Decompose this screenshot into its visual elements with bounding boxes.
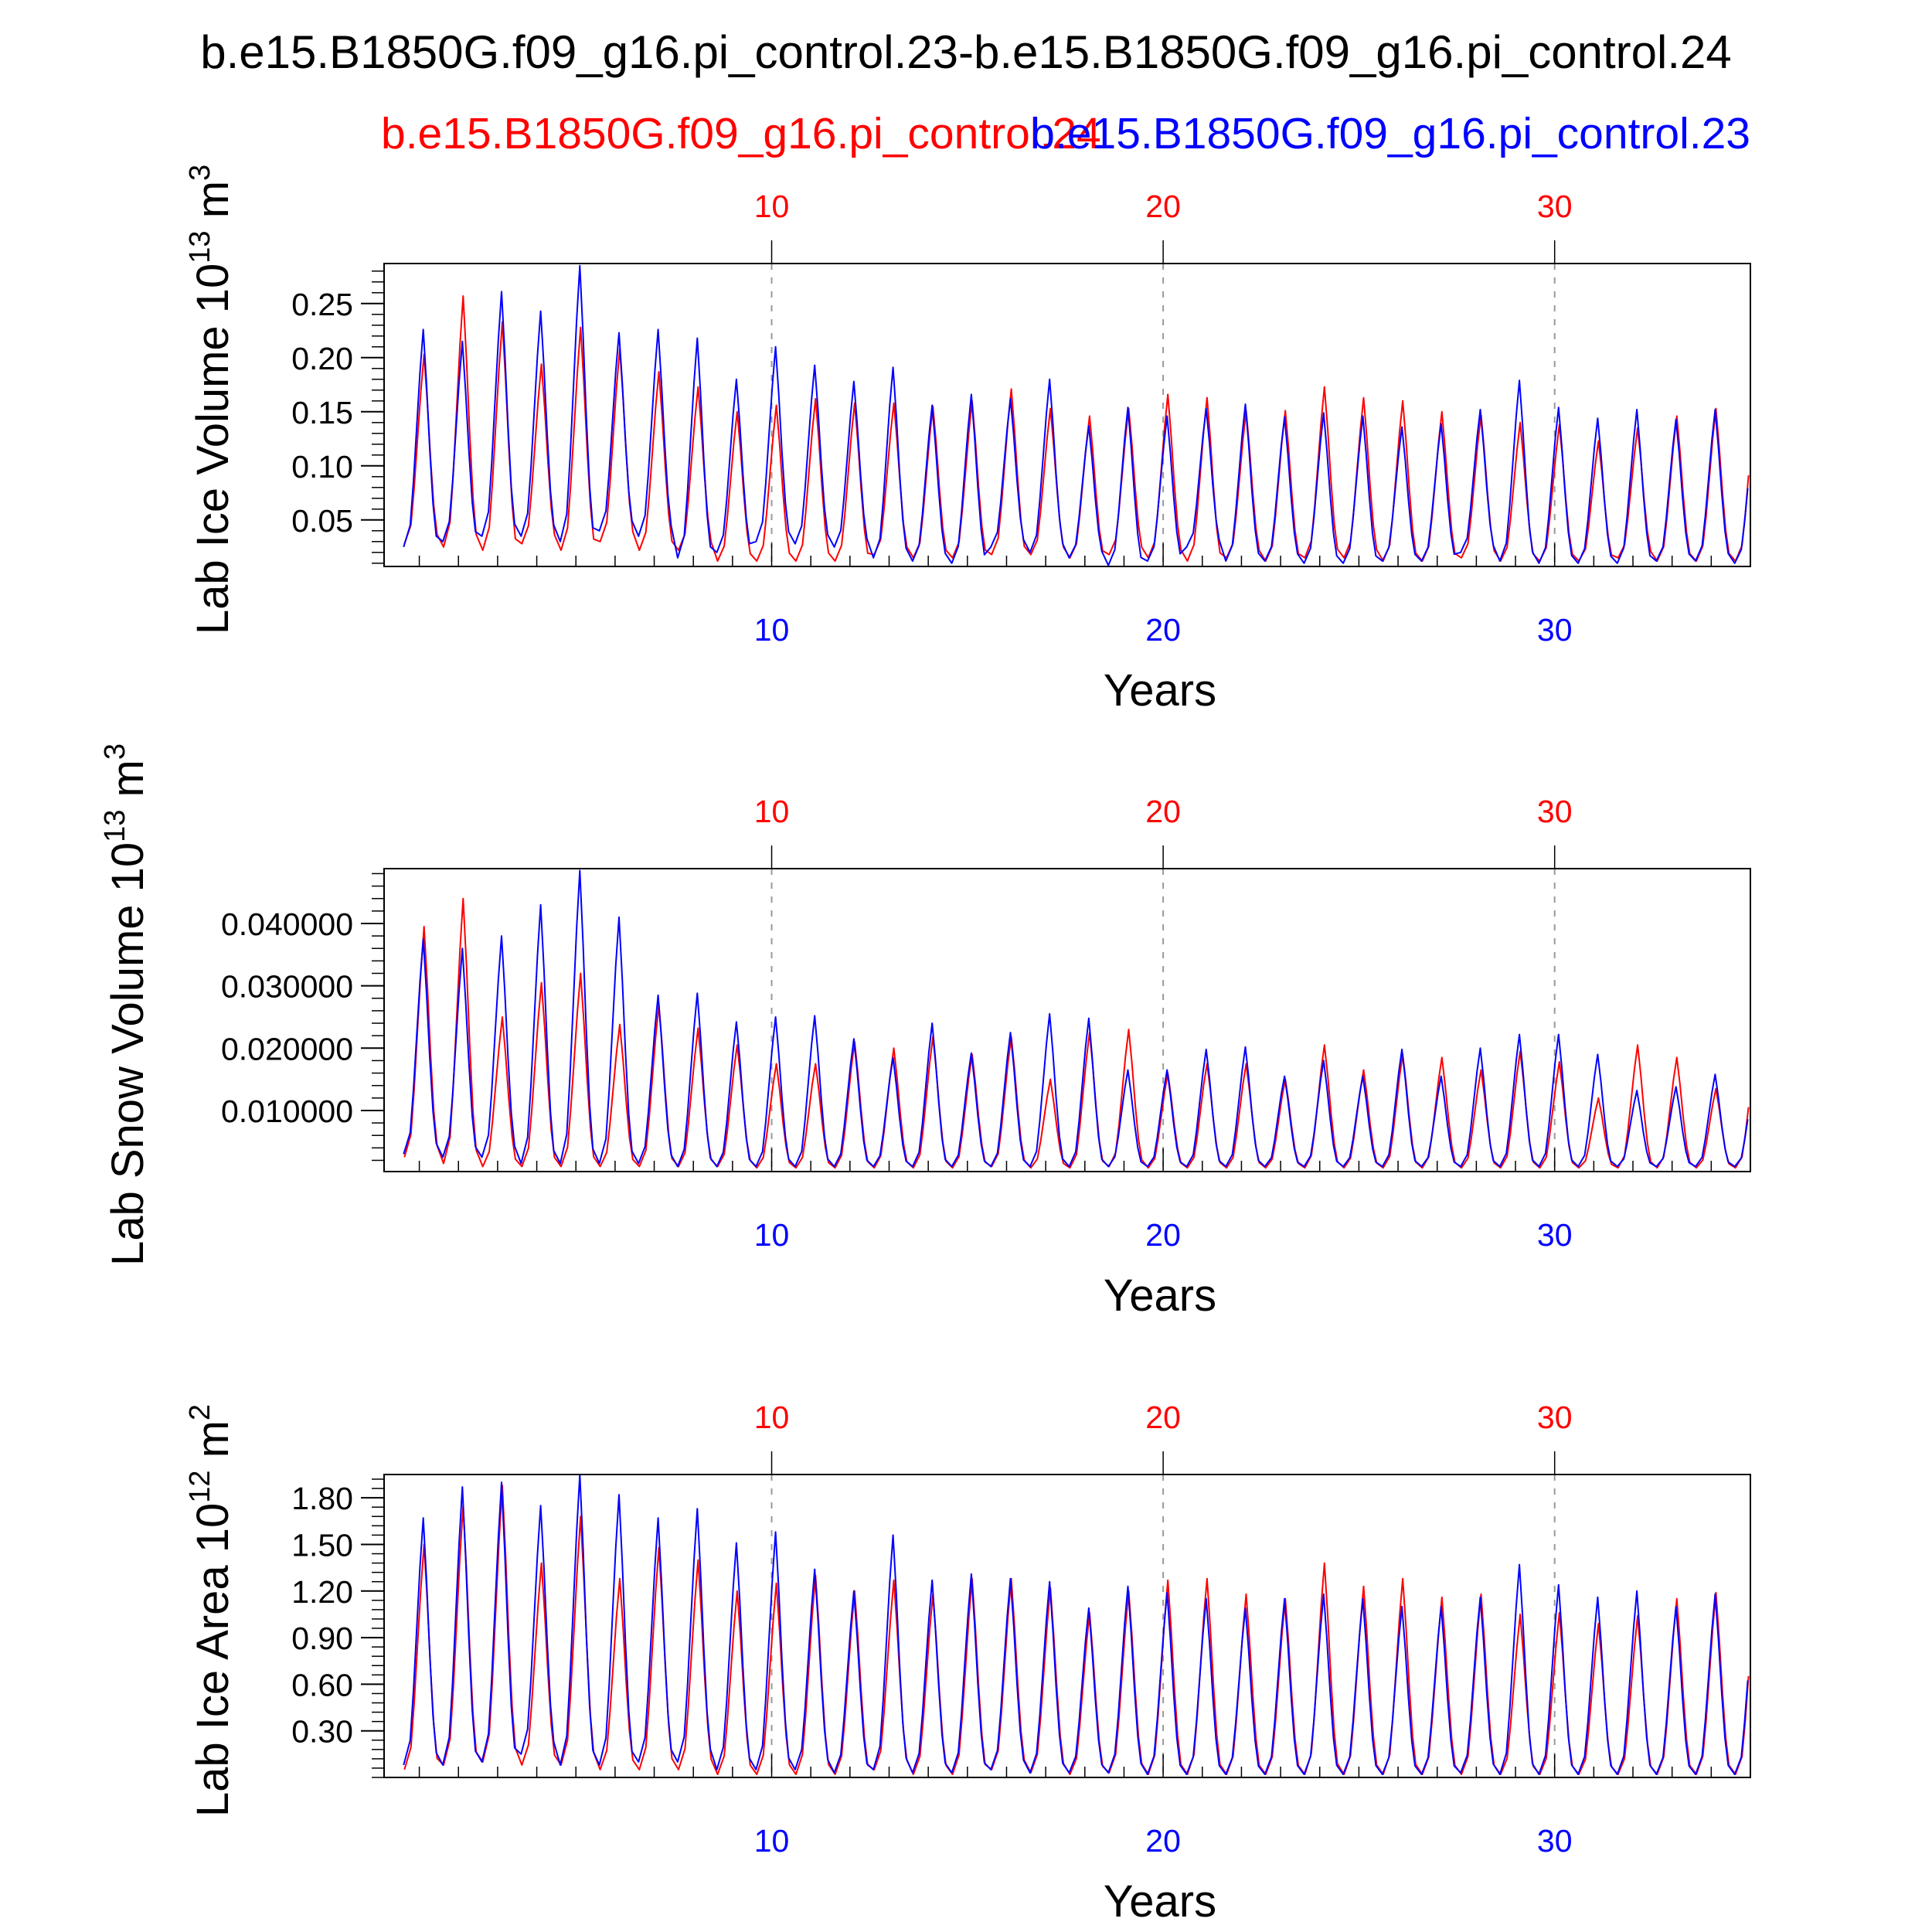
lab-ice-area-x-tick-label-top: 10 (754, 1400, 790, 1435)
lab-ice-volume-y-axis-title-part: m (188, 181, 238, 230)
lab-ice-area-x-tick-label-top: 20 (1145, 1400, 1181, 1435)
lab-ice-volume-y-axis-title-part: Lab Ice Volume 10 (188, 264, 238, 634)
lab-ice-area-x-tick-label-top: 30 (1537, 1400, 1573, 1435)
lab-snow-volume-y-axis-title-part: m (103, 760, 153, 809)
lab-ice-volume-y-tick-label: 0.10 (291, 449, 353, 485)
lab-ice-volume-y-tick-label: 0.20 (291, 341, 353, 376)
lab-ice-area-y-tick-label: 0.90 (291, 1621, 353, 1656)
lab-ice-volume-x-tick-label-bottom: 30 (1537, 612, 1573, 648)
lab-ice-volume-plot-frame (383, 263, 1751, 567)
lab-snow-volume-y-axis-title-part: Lab Snow Volume 10 (103, 842, 153, 1266)
lab-snow-volume-y-axis-title-part: 3 (99, 743, 131, 760)
lab-ice-area-y-axis-title-part: 12 (184, 1470, 216, 1502)
lab-ice-volume-x-tick-label-top: 10 (754, 189, 790, 224)
lab-ice-area-x-tick-label-bottom: 10 (754, 1823, 790, 1859)
lab-snow-volume-plot-frame (383, 868, 1751, 1172)
lab-ice-area-x-tick-label-bottom: 20 (1145, 1823, 1181, 1859)
lab-ice-area-y-axis-title-part: Lab Ice Area 10 (188, 1503, 238, 1817)
lab-ice-area-x-tick-label-bottom: 30 (1537, 1823, 1573, 1859)
lab-ice-volume-x-axis-title: Years (1104, 665, 1216, 716)
panel-lab-ice-volume: 0.05 0.10 0.15 0.20 0.25 10 10 20 20 30 30 Years Lab… (184, 165, 1751, 716)
lab-snow-volume-x-axis-title: Years (1104, 1270, 1216, 1321)
lab-ice-area-y-axis-title-part: 2 (184, 1404, 216, 1420)
legend-red-case: b.e15.B1850G.f09_g16.pi_control.24 (381, 109, 1101, 158)
lab-ice-volume-y-axis-title-part: 3 (184, 165, 216, 181)
lab-ice-volume-x-tick-label-top: 20 (1145, 189, 1181, 224)
lab-snow-volume-x-tick-label-top: 30 (1537, 794, 1573, 829)
lab-ice-volume-x-tick-label-top: 30 (1537, 189, 1573, 224)
lab-snow-volume-series-case23 (403, 869, 1749, 1168)
lab-ice-area-y-tick-label: 0.60 (291, 1667, 353, 1702)
panel-lab-snow-volume: 0.010000 0.020000 0.030000 0.040000 10 10 20 20… (99, 743, 1751, 1321)
lab-ice-volume-x-tick-label-bottom: 20 (1145, 612, 1181, 648)
lab-snow-volume-x-tick-label-bottom: 10 (754, 1217, 790, 1253)
lab-snow-volume-y-axis-title: Lab Snow Volume 1013 m3 (99, 743, 153, 1266)
lab-ice-area-y-axis-title-part: m (188, 1420, 238, 1470)
figure-title: b.e15.B1850G.f09_g16.pi_control.23-b.e15… (200, 26, 1732, 78)
lab-snow-volume-y-tick-label: 0.020000 (221, 1031, 353, 1066)
lab-ice-area-series-case23 (403, 1474, 1749, 1775)
panel-lab-ice-area: 0.30 0.60 0.90 1.20 1.50 1.80 10 10 20 20 30 30 Year… (184, 1400, 1751, 1927)
lab-ice-volume-y-tick-label: 0.25 (291, 287, 353, 322)
lab-snow-volume-x-tick-label-top: 20 (1145, 794, 1181, 829)
lab-ice-area-y-tick-label: 1.80 (291, 1481, 353, 1516)
lab-snow-volume-y-tick-label: 0.030000 (221, 969, 353, 1005)
lab-snow-volume-x-tick-label-bottom: 30 (1537, 1217, 1573, 1253)
lab-ice-volume-y-tick-label: 0.15 (291, 395, 353, 430)
lab-ice-volume-y-axis-title: Lab Ice Volume 1013 m3 (184, 165, 238, 634)
lab-ice-volume-y-tick-label: 0.05 (291, 503, 353, 539)
lab-ice-volume-y-axis-title-part: 13 (184, 230, 216, 263)
lab-snow-volume-y-tick-label: 0.040000 (221, 906, 353, 942)
lab-ice-area-y-axis-title: Lab Ice Area 1012 m2 (184, 1404, 238, 1817)
lab-ice-volume-x-tick-label-bottom: 10 (754, 612, 790, 648)
lab-snow-volume-x-tick-label-top: 10 (754, 794, 790, 829)
lab-ice-area-y-tick-label: 1.50 (291, 1527, 353, 1563)
lab-snow-volume-x-tick-label-bottom: 20 (1145, 1217, 1181, 1253)
lab-ice-area-series-case24 (403, 1485, 1750, 1775)
lab-snow-volume-y-tick-label: 0.010000 (221, 1094, 353, 1129)
lab-ice-area-y-tick-label: 1.20 (291, 1574, 353, 1610)
legend-blue-case: b.e15.B1850G.f09_g16.pi_control.23 (1030, 109, 1750, 158)
lab-snow-volume-y-axis-title-part: 13 (99, 810, 131, 842)
lab-ice-area-plot-frame (383, 1474, 1751, 1778)
lab-ice-volume-series-case23 (403, 264, 1749, 566)
lab-ice-area-x-axis-title: Years (1104, 1876, 1216, 1927)
lab-ice-area-y-tick-label: 0.30 (291, 1714, 353, 1750)
